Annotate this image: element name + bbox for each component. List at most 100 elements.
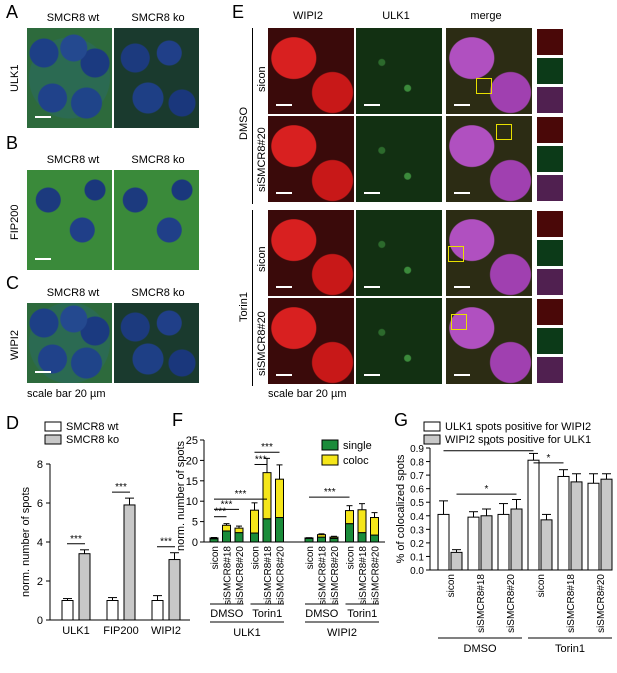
row-label-wipi2: WIPI2 <box>9 330 21 360</box>
significance-label: *** <box>221 499 233 510</box>
micrograph-c-wt <box>27 303 112 383</box>
row-label-sismcr8-20: siSMCR8#20 <box>256 311 268 376</box>
y-tick-label: 0.5 <box>410 498 424 509</box>
zoom-region-box <box>476 78 492 94</box>
panel-label-c: C <box>6 273 19 293</box>
zoom-inset-3-2 <box>536 239 564 267</box>
bar-coloc <box>209 537 219 540</box>
legend-swatch <box>423 434 441 445</box>
bar-single <box>370 534 379 543</box>
bar <box>600 478 613 571</box>
bar-coloc <box>357 509 367 534</box>
y-tick-label: 4 <box>37 537 43 549</box>
zoom-region-box <box>496 124 512 140</box>
bar-single <box>345 523 354 543</box>
significance-label: * <box>487 441 491 452</box>
x-tick-label: siSMCR8#20 <box>506 574 517 633</box>
zoom-inset-4-3 <box>536 356 564 384</box>
bar <box>61 600 74 621</box>
significance-label: * <box>547 453 551 464</box>
col-label-ko: SMCR8 ko <box>131 12 185 24</box>
zoom-region-box <box>451 314 467 330</box>
zoom-inset-2-2 <box>536 145 564 173</box>
zoom-inset-2-1 <box>536 116 564 144</box>
micrograph-e-4-1 <box>268 298 354 384</box>
y-tick-label: 15 <box>186 476 198 488</box>
panel-label-f: F <box>172 410 183 430</box>
micrograph-e-2-3 <box>446 116 532 202</box>
bar-single <box>317 536 326 543</box>
zoom-inset-2-3 <box>536 174 564 202</box>
row-label-sismcr8-20: siSMCR8#20 <box>256 127 268 192</box>
bar <box>106 600 119 621</box>
legend-label: single <box>343 440 372 452</box>
bar <box>480 515 493 571</box>
group-divider <box>252 210 253 386</box>
bar-single <box>304 537 314 543</box>
micrograph-e-2-1 <box>268 116 354 202</box>
row-label-fip200: FIP200 <box>9 204 21 240</box>
bar <box>450 551 463 571</box>
bar-coloc <box>275 478 284 519</box>
y-tick-label: 6 <box>37 498 43 510</box>
group-label: Torin1 <box>555 643 585 655</box>
x-tick-label: siSMCR8#18 <box>223 546 234 605</box>
bar <box>510 508 523 571</box>
bar-coloc <box>262 472 272 520</box>
group-label: WIPI2 <box>327 627 357 639</box>
micrograph-e-4-3 <box>446 298 532 384</box>
y-tick-label: 0.9 <box>410 444 424 455</box>
y-tick-label: 8 <box>37 459 43 471</box>
legend-label: WIPI2 spots positive for ULK1 <box>445 434 591 446</box>
bar <box>587 482 600 571</box>
bar-coloc <box>234 527 244 534</box>
zoom-inset-1-3 <box>536 86 564 114</box>
y-tick-label: 10 <box>186 496 198 508</box>
subgroup-label: Torin1 <box>347 608 377 620</box>
y-tick-label: 0 <box>37 615 43 627</box>
col-label-ko: SMCR8 ko <box>131 154 185 166</box>
panel-label-a: A <box>6 2 19 22</box>
y-tick-label: 0.3 <box>410 525 424 536</box>
x-tick-label: sicon <box>346 546 357 569</box>
zoom-inset-4-1 <box>536 298 564 326</box>
y-tick-label: 0.6 <box>410 485 424 496</box>
significance-label: *** <box>235 489 247 500</box>
bar <box>557 475 570 571</box>
zoom-inset-1-1 <box>536 28 564 56</box>
col-label-wt: SMCR8 wt <box>46 12 100 24</box>
y-axis-label: norm. number of spots <box>20 486 32 597</box>
micrograph-e-2-2 <box>356 116 442 202</box>
row-label-sicon: sicon <box>256 246 268 272</box>
subgroup-label: DMSO <box>210 608 243 620</box>
bar-single <box>262 518 272 543</box>
row-label-sicon: sicon <box>256 66 268 92</box>
x-tick-label: siSMCR8#20 <box>330 546 341 605</box>
bar-single <box>329 537 339 543</box>
x-tick-label: siSMCR8#18 <box>358 546 369 605</box>
bar <box>570 481 583 571</box>
x-tick-label: siSMCR8#20 <box>235 546 246 605</box>
col-label-ulk1: ULK1 <box>382 10 410 22</box>
y-tick-label: 0.2 <box>410 539 424 550</box>
bar-coloc <box>370 517 379 536</box>
significance-label: *** <box>214 507 226 518</box>
bar-coloc <box>345 510 354 525</box>
group-divider <box>252 28 253 204</box>
x-tick-label: WIPI2 <box>151 625 181 637</box>
bar-coloc <box>222 524 231 532</box>
micrograph-e-4-2 <box>356 298 442 384</box>
x-tick-label: ULK1 <box>62 625 90 637</box>
bar <box>151 600 164 621</box>
micrograph-e-3-1 <box>268 210 354 296</box>
legend-label: SMCR8 wt <box>66 421 119 433</box>
scale-bar-caption: scale bar 20 µm <box>27 388 106 400</box>
group-label: DMSO <box>464 643 497 655</box>
legend-swatch <box>423 421 441 432</box>
y-tick-label: 25 <box>186 435 198 447</box>
bar-single <box>275 517 284 543</box>
y-tick-label: 0.0 <box>410 566 424 577</box>
x-tick-label: siSMCR8#18 <box>263 546 274 605</box>
